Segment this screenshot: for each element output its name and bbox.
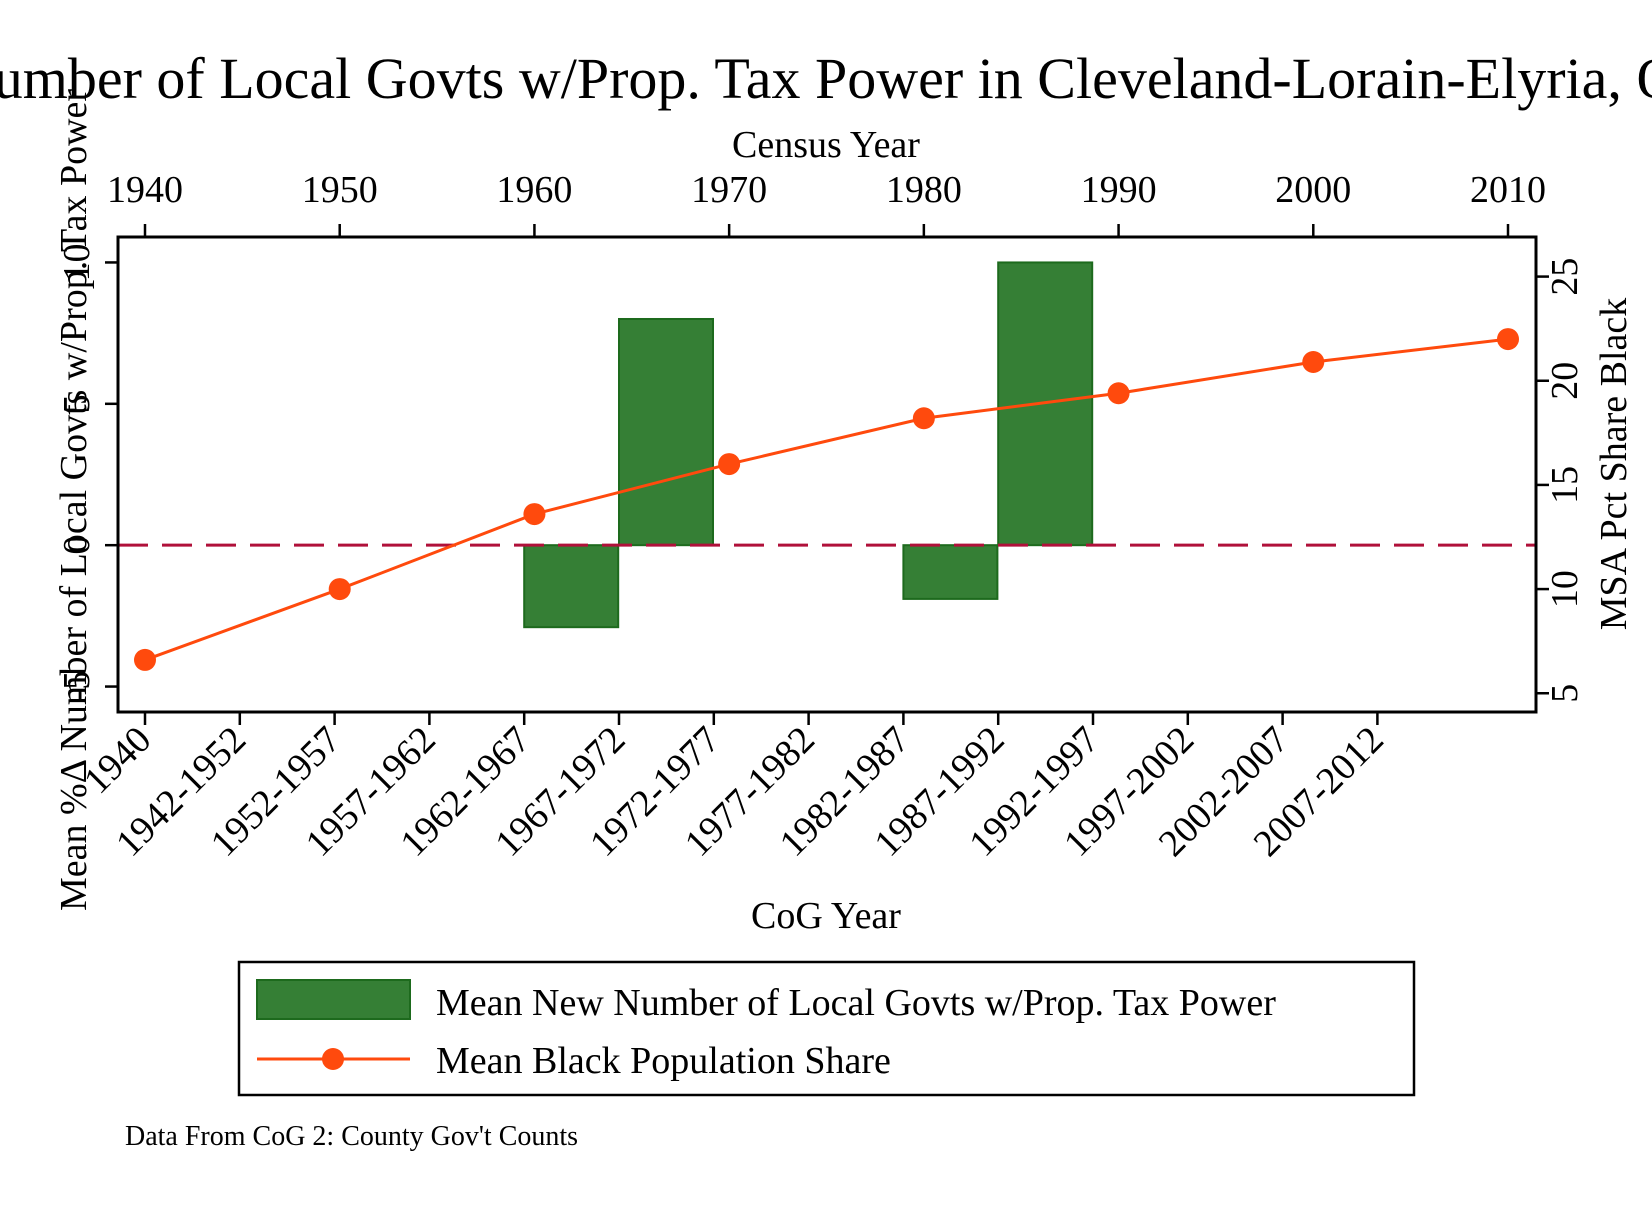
left-axis-tick-label: 5 [56,394,98,413]
top-axis-tick-label: 1970 [691,169,767,211]
bar-1967-1972 [618,317,714,547]
black-share-point-1980 [912,407,935,430]
bottom-axis-title: CoG Year [751,895,901,937]
right-axis-tick-label: 5 [1544,684,1586,703]
left-axis-ticks: -5 0 5 10 [56,243,118,702]
black-share-point-1960 [523,503,546,526]
legend-swatch-bars [256,979,411,1020]
right-axis-title: MSA Pct Share Black [1593,298,1635,630]
left-axis-tick-label: 0 [56,536,98,555]
legend-label-bars: Mean New Number of Local Govts w/Prop. T… [436,982,1276,1024]
right-axis-ticks: 5 10 15 20 25 [1536,258,1586,703]
chart-title: Number of Local Govts w/Prop. Tax Power … [0,46,1652,111]
black-share-point-1950 [328,578,351,601]
top-axis-tick-label: 2010 [1470,169,1546,211]
legend-swatch-marker [322,1048,344,1070]
left-axis-title: Mean %Δ Number of Local Govts w/Prop. Ta… [53,89,95,911]
black-share-line [144,337,1509,662]
top-axis-tick-label: 1940 [107,169,183,211]
top-axis-tick-label: 2000 [1275,169,1351,211]
top-axis-tick-label: 1980 [886,169,962,211]
right-axis-tick-label: 10 [1544,570,1586,608]
black-share-point-1990 [1107,382,1130,405]
right-axis-tick-label: 25 [1544,258,1586,296]
left-axis-tick-label: -5 [56,671,98,703]
line-series [134,328,1519,671]
legend: Mean New Number of Local Govts w/Prop. T… [237,960,1416,1097]
top-axis-title: Census Year [732,124,920,166]
top-axis-tick-label: 1960 [496,169,572,211]
data-source-note: Data From CoG 2: County Gov't Counts [125,1121,578,1152]
top-axis-tick-label: 1990 [1081,169,1157,211]
top-axis-ticks: 1940 1950 1960 1970 1980 1990 2000 2010 [107,169,1546,237]
black-share-point-2010 [1497,328,1519,351]
left-axis-tick-label: 10 [56,243,98,281]
top-axis-tick-label: 1950 [302,169,378,211]
bottom-axis-ticks: 19401942-19521952-19571957-19621962-1967… [76,712,1392,865]
plot-frame [116,235,1538,714]
legend-box [237,960,1416,1097]
black-share-point-1940 [134,648,156,671]
bar-1962-1967 [523,544,620,629]
right-axis-tick-label: 15 [1544,466,1586,504]
bar-1982-1987 [902,544,999,600]
black-share-point-1970 [718,453,741,476]
right-axis-tick-label: 20 [1544,362,1586,400]
black-share-point-2000 [1302,351,1325,373]
legend-label-line: Mean Black Population Share [436,1040,891,1082]
